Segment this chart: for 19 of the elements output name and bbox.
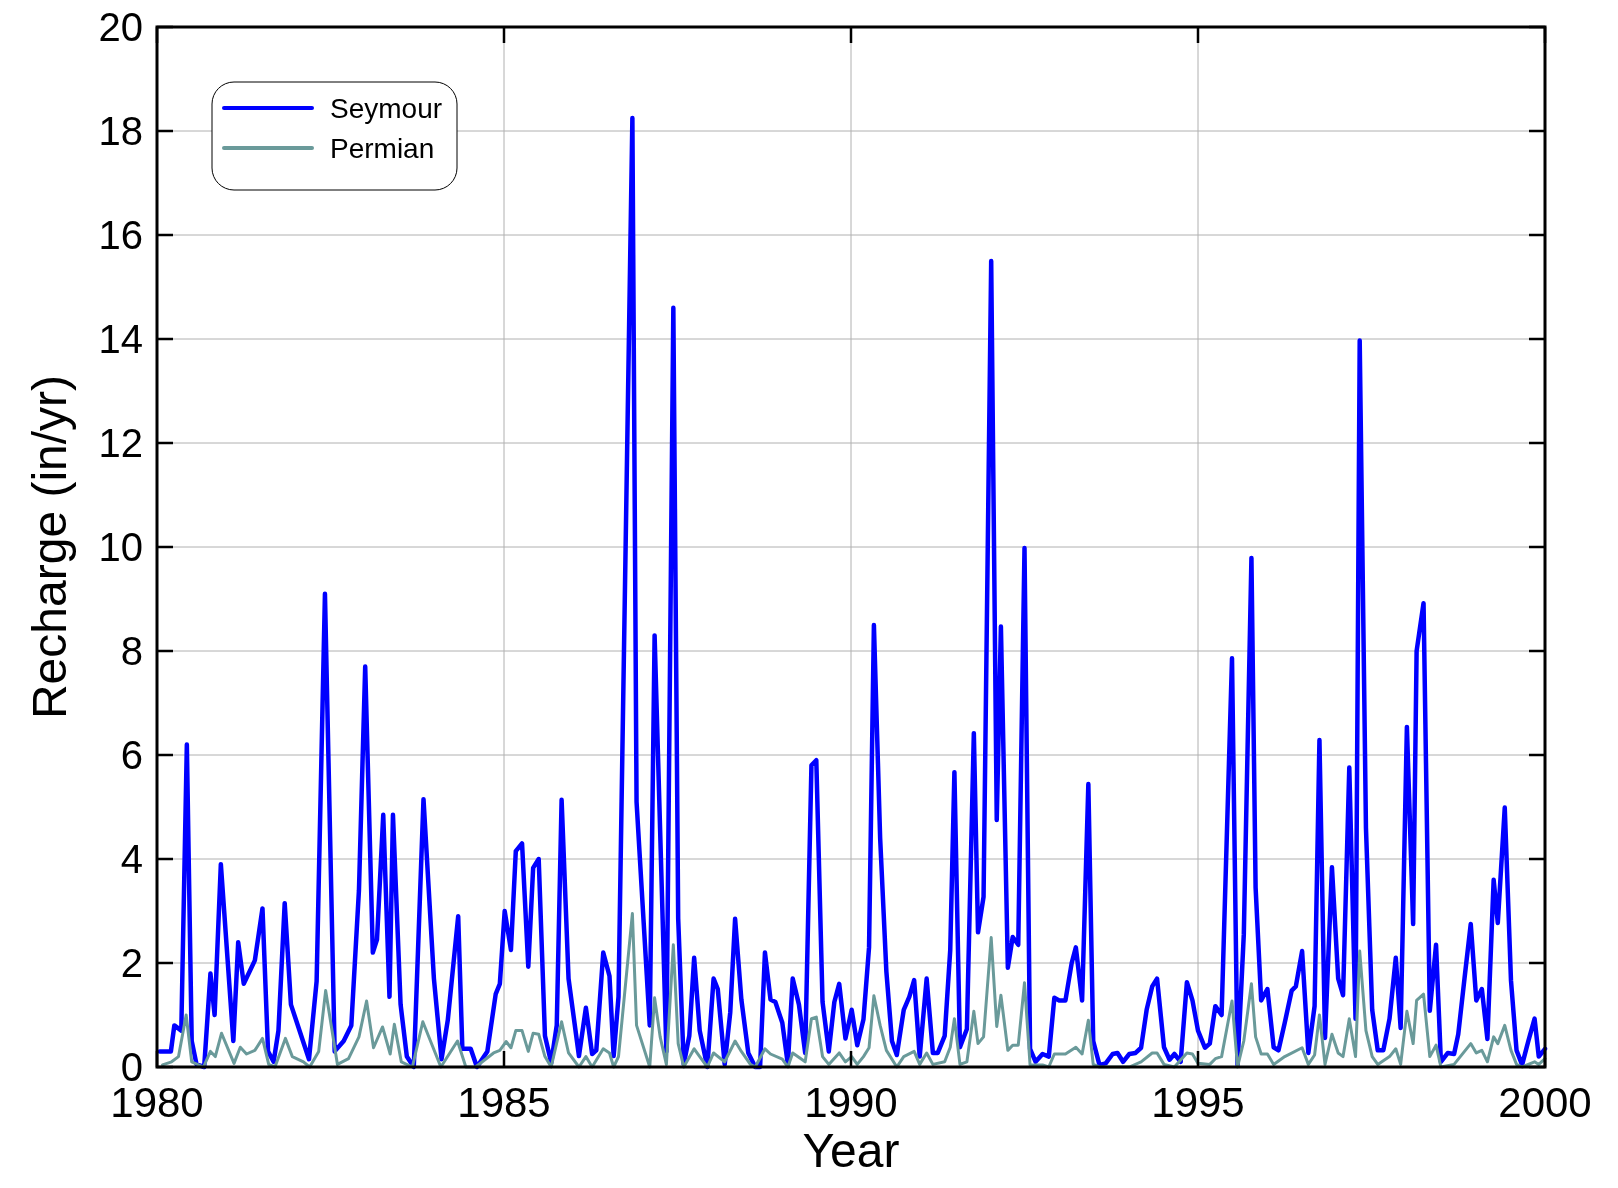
y-tick-label: 14 (98, 317, 143, 361)
x-tick-label: 1995 (1151, 1079, 1245, 1126)
x-tick-label: 2000 (1498, 1079, 1592, 1126)
y-tick-label: 4 (120, 837, 143, 881)
y-tick-label: 10 (98, 525, 143, 569)
y-tick-label: 12 (98, 421, 143, 465)
x-tick-label: 1985 (457, 1079, 551, 1126)
y-axis-title: Recharge (in/yr) (23, 374, 76, 720)
x-tick-label: 1990 (804, 1079, 898, 1126)
y-tick-label: 0 (120, 1045, 143, 1089)
x-axis-title: Year (802, 1124, 900, 1177)
legend-label: Permian (330, 132, 435, 164)
y-tick-label: 8 (120, 629, 143, 673)
legend-label: Seymour (330, 92, 443, 124)
y-tick-label: 2 (120, 941, 143, 985)
y-tick-label: 6 (120, 733, 143, 777)
y-tick-label: 20 (98, 5, 143, 49)
y-tick-label: 18 (98, 109, 143, 153)
y-tick-label: 16 (98, 213, 143, 257)
